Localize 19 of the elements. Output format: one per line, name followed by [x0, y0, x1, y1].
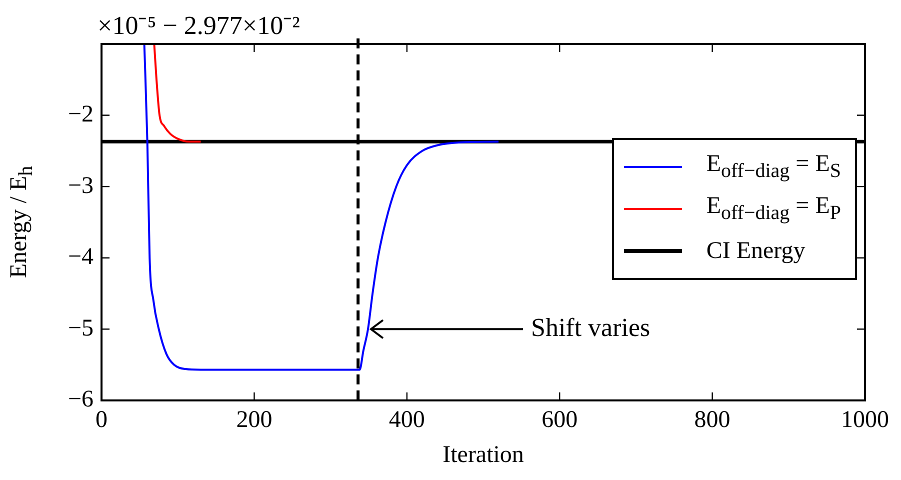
x-tick-label: 0	[96, 407, 108, 434]
y-tick-label: −3	[68, 172, 94, 199]
legend-label: E$_{off−diag}$ = E$_{S}$	[706, 151, 841, 184]
legend-label: E$_{off−diag}$ = E$_{P}$	[706, 193, 841, 226]
line-series	[143, 44, 500, 371]
y-tick-label: −6	[68, 386, 94, 413]
y-tick-label: −4	[68, 244, 94, 270]
legend-label: CI Energy	[706, 238, 806, 265]
x-tick-label: 800	[694, 407, 730, 434]
text: ×10⁻⁵ − 2.977×10⁻²	[98, 10, 300, 40]
x-tick-label: 400	[388, 407, 425, 434]
x-tick-label: 200	[236, 407, 272, 434]
x-tick-label: 1000	[841, 407, 889, 434]
x-tick-label: 600	[542, 407, 578, 434]
annotation: Shift varies	[530, 312, 650, 342]
line-series	[153, 44, 202, 143]
y-tick-label: −2	[68, 102, 94, 128]
x-axis-title: Iteration	[442, 442, 524, 468]
y-tick-label: −5	[68, 315, 94, 342]
